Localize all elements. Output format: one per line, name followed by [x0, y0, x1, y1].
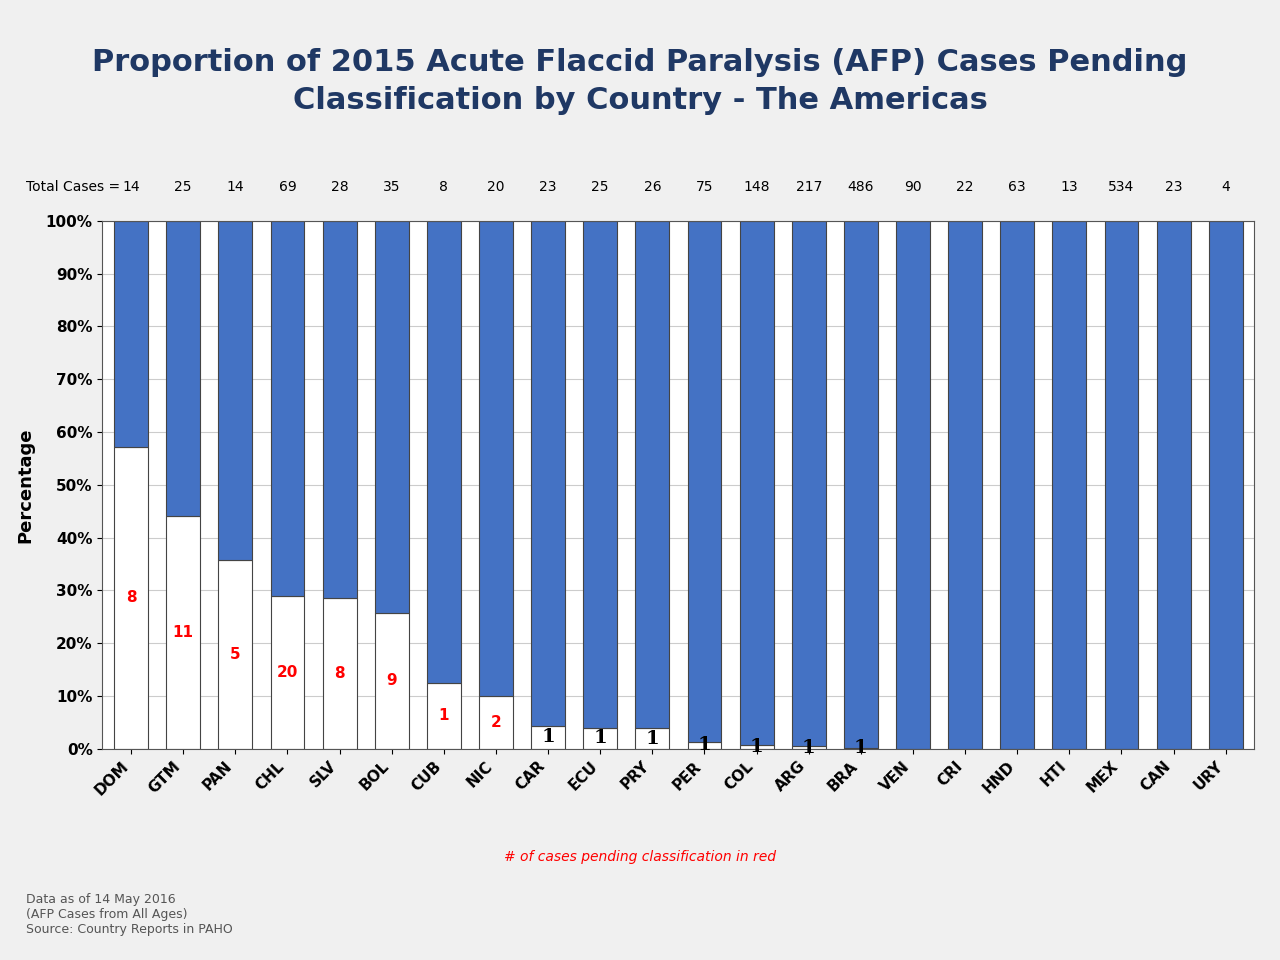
Text: 25: 25: [591, 180, 609, 194]
Bar: [166, 516, 200, 749]
Text: 1: 1: [541, 729, 556, 746]
Text: 1: 1: [594, 730, 607, 747]
Text: 11: 11: [173, 625, 193, 640]
Bar: [219, 221, 252, 561]
Text: 1: 1: [698, 736, 712, 755]
Text: 8: 8: [334, 666, 344, 681]
Text: 5: 5: [230, 647, 241, 662]
Text: Classification by Country - The Americas: Classification by Country - The Americas: [293, 86, 987, 115]
Bar: [428, 683, 461, 749]
Text: 14: 14: [123, 180, 140, 194]
Text: 2: 2: [490, 715, 502, 730]
Bar: [114, 447, 148, 749]
Text: 8: 8: [125, 590, 137, 606]
Text: 25: 25: [174, 180, 192, 194]
Bar: [323, 221, 357, 598]
Text: 90: 90: [904, 180, 922, 194]
Text: 217: 217: [796, 180, 822, 194]
Bar: [584, 728, 617, 749]
Bar: [270, 221, 305, 596]
Bar: [1052, 221, 1087, 749]
Text: 1: 1: [750, 738, 763, 756]
Text: 148: 148: [744, 180, 769, 194]
Text: 486: 486: [847, 180, 874, 194]
Bar: [531, 726, 564, 749]
Text: 8: 8: [439, 180, 448, 194]
Text: 14: 14: [227, 180, 244, 194]
Bar: [687, 221, 722, 742]
Bar: [479, 221, 513, 696]
Bar: [531, 221, 564, 726]
Text: 1: 1: [801, 738, 815, 756]
Text: 534: 534: [1108, 180, 1134, 194]
Bar: [270, 596, 305, 749]
Text: 75: 75: [696, 180, 713, 194]
Bar: [114, 221, 148, 447]
Bar: [166, 221, 200, 516]
Bar: [635, 729, 669, 749]
Text: 20: 20: [488, 180, 504, 194]
Text: 26: 26: [644, 180, 662, 194]
Bar: [1105, 221, 1138, 749]
Text: 35: 35: [383, 180, 401, 194]
Text: 1: 1: [854, 739, 868, 757]
Text: # of cases pending classification in red: # of cases pending classification in red: [504, 850, 776, 864]
Bar: [792, 746, 826, 749]
Text: 13: 13: [1061, 180, 1078, 194]
Bar: [1157, 221, 1190, 749]
Text: 69: 69: [279, 180, 297, 194]
Bar: [844, 221, 878, 748]
Bar: [219, 561, 252, 749]
Bar: [792, 221, 826, 746]
Bar: [896, 221, 929, 749]
Bar: [584, 221, 617, 728]
Bar: [1208, 221, 1243, 749]
Bar: [740, 221, 773, 745]
Bar: [375, 613, 408, 749]
Text: 63: 63: [1009, 180, 1027, 194]
Text: Data as of 14 May 2016
(AFP Cases from All Ages)
Source: Country Reports in PAHO: Data as of 14 May 2016 (AFP Cases from A…: [26, 893, 233, 936]
Bar: [323, 598, 357, 749]
Y-axis label: Percentage: Percentage: [17, 427, 35, 542]
Text: 1: 1: [645, 730, 659, 748]
Text: 23: 23: [539, 180, 557, 194]
Bar: [635, 221, 669, 729]
Text: 28: 28: [330, 180, 348, 194]
Text: 1: 1: [439, 708, 449, 723]
Bar: [1000, 221, 1034, 749]
Text: 20: 20: [276, 664, 298, 680]
Text: 22: 22: [956, 180, 974, 194]
Text: 9: 9: [387, 673, 397, 688]
Text: 23: 23: [1165, 180, 1183, 194]
Bar: [479, 696, 513, 749]
Bar: [687, 742, 722, 749]
Bar: [428, 221, 461, 683]
Bar: [375, 221, 408, 613]
Text: 4: 4: [1221, 180, 1230, 194]
Bar: [740, 745, 773, 749]
Bar: [948, 221, 982, 749]
Bar: [844, 748, 878, 749]
Text: Proportion of 2015 Acute Flaccid Paralysis (AFP) Cases Pending: Proportion of 2015 Acute Flaccid Paralys…: [92, 48, 1188, 77]
Text: Total Cases =: Total Cases =: [26, 180, 120, 194]
